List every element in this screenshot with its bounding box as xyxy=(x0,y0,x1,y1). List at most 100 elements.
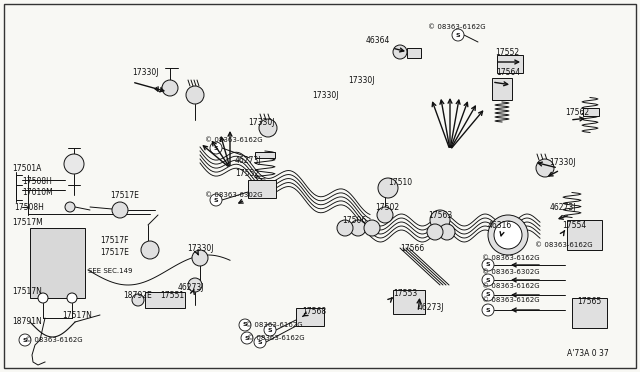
Text: 17517E: 17517E xyxy=(110,190,139,199)
Text: 17010M: 17010M xyxy=(22,187,52,196)
Text: 17502: 17502 xyxy=(375,202,399,212)
Text: © 08363-6162G: © 08363-6162G xyxy=(428,24,486,30)
Text: 17551: 17551 xyxy=(160,291,184,299)
Circle shape xyxy=(65,202,75,212)
Circle shape xyxy=(482,274,494,286)
Text: 17517N: 17517N xyxy=(62,311,92,320)
Text: 17564: 17564 xyxy=(496,67,520,77)
Text: A'73A 0 37: A'73A 0 37 xyxy=(567,350,609,359)
Circle shape xyxy=(452,29,464,41)
Bar xyxy=(393,290,425,314)
Text: 17517E: 17517E xyxy=(100,247,129,257)
Text: 17562: 17562 xyxy=(565,108,589,116)
Bar xyxy=(255,152,275,158)
Circle shape xyxy=(254,336,266,348)
Circle shape xyxy=(350,220,366,236)
Circle shape xyxy=(427,224,443,240)
Text: 46273J: 46273J xyxy=(178,283,205,292)
Text: 46273J: 46273J xyxy=(418,304,445,312)
Text: S: S xyxy=(486,263,490,267)
Circle shape xyxy=(393,45,407,59)
Text: 17552: 17552 xyxy=(235,169,259,177)
Circle shape xyxy=(67,293,77,303)
Circle shape xyxy=(378,178,398,198)
Text: 17330J: 17330J xyxy=(132,67,159,77)
Text: © 08363-6162G: © 08363-6162G xyxy=(245,322,303,328)
Text: 46273J: 46273J xyxy=(550,202,577,212)
Text: 17566: 17566 xyxy=(400,244,424,253)
Bar xyxy=(583,108,599,116)
Text: 17330J: 17330J xyxy=(248,118,275,126)
Text: 18792E: 18792E xyxy=(123,291,152,299)
Text: © 08363-6162G: © 08363-6162G xyxy=(482,283,540,289)
Circle shape xyxy=(494,221,522,249)
Circle shape xyxy=(210,142,222,154)
Text: 17501A: 17501A xyxy=(12,164,42,173)
Text: 17517N: 17517N xyxy=(12,286,42,295)
Circle shape xyxy=(377,207,393,223)
Circle shape xyxy=(162,80,178,96)
Circle shape xyxy=(141,241,159,259)
Text: S: S xyxy=(244,336,250,340)
Text: © 08363-6302G: © 08363-6302G xyxy=(482,269,540,275)
Text: © 08363-6162G: © 08363-6162G xyxy=(535,242,593,248)
Text: 46316: 46316 xyxy=(488,221,512,230)
Text: 46273J: 46273J xyxy=(235,155,262,164)
Text: S: S xyxy=(486,278,490,282)
Text: S: S xyxy=(22,337,28,343)
Bar xyxy=(567,220,602,250)
Bar xyxy=(572,298,607,328)
Text: © 08363-6162G: © 08363-6162G xyxy=(247,335,305,341)
Text: 17330J: 17330J xyxy=(312,90,339,99)
Text: S: S xyxy=(258,340,262,344)
Text: 17553: 17553 xyxy=(393,289,417,298)
Circle shape xyxy=(364,220,380,236)
Circle shape xyxy=(64,154,84,174)
Text: 17330J: 17330J xyxy=(187,244,214,253)
Circle shape xyxy=(19,334,31,346)
Text: S: S xyxy=(214,198,218,202)
Circle shape xyxy=(536,159,554,177)
Circle shape xyxy=(430,210,450,230)
Text: S: S xyxy=(214,145,218,151)
Text: S: S xyxy=(268,327,272,333)
Text: © 08363-6162G: © 08363-6162G xyxy=(205,137,262,143)
Bar xyxy=(497,55,523,73)
Bar xyxy=(30,228,85,298)
Bar xyxy=(296,308,324,326)
Text: 17565: 17565 xyxy=(577,298,601,307)
Circle shape xyxy=(259,119,277,137)
Text: 17568: 17568 xyxy=(302,307,326,315)
Text: SEE SEC.149: SEE SEC.149 xyxy=(88,268,132,274)
Text: © 08363-6162G: © 08363-6162G xyxy=(482,255,540,261)
Circle shape xyxy=(132,294,144,306)
Text: 17517F: 17517F xyxy=(100,235,129,244)
Text: S: S xyxy=(486,292,490,298)
Text: 17563: 17563 xyxy=(428,211,452,219)
Text: 17330J: 17330J xyxy=(348,76,374,84)
Circle shape xyxy=(482,289,494,301)
Circle shape xyxy=(210,194,222,206)
Text: 17506: 17506 xyxy=(342,215,366,224)
Circle shape xyxy=(38,293,48,303)
Circle shape xyxy=(264,324,276,336)
Text: 17552: 17552 xyxy=(495,48,519,57)
Text: 17517M: 17517M xyxy=(12,218,43,227)
Text: 17554: 17554 xyxy=(562,221,586,230)
Text: S: S xyxy=(456,32,460,38)
Circle shape xyxy=(239,319,251,331)
Circle shape xyxy=(112,202,128,218)
Circle shape xyxy=(192,250,208,266)
Circle shape xyxy=(439,224,455,240)
Text: © 08363-6302G: © 08363-6302G xyxy=(205,192,262,198)
Bar xyxy=(407,48,421,58)
Circle shape xyxy=(241,332,253,344)
Bar xyxy=(145,292,185,308)
Text: 17508H: 17508H xyxy=(14,202,44,212)
Circle shape xyxy=(488,215,528,255)
Text: 17508H: 17508H xyxy=(22,176,52,186)
Text: 18791N: 18791N xyxy=(12,317,42,327)
Bar xyxy=(492,78,512,100)
Text: 46364: 46364 xyxy=(366,35,390,45)
Circle shape xyxy=(188,278,202,292)
